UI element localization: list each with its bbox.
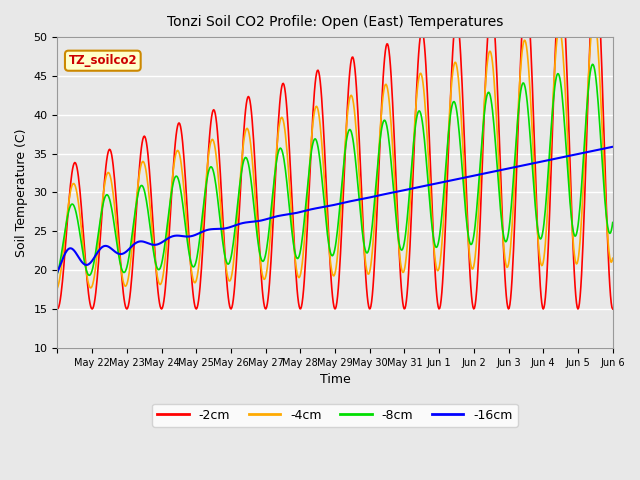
Line: -16cm: -16cm [58,147,612,272]
-16cm [424,182,431,188]
Y-axis label: Soil Temperature (C): Soil Temperature (C) [15,128,28,257]
-2cm [54,306,61,312]
-8cm [120,269,127,275]
-2cm [392,182,400,188]
-8cm [609,220,616,226]
Text: TZ_soilco2: TZ_soilco2 [68,54,137,67]
-8cm [249,193,257,199]
-16cm [248,219,256,225]
-4cm [119,276,127,281]
X-axis label: Time: Time [319,373,351,386]
-8cm [85,273,93,278]
Legend: -2cm, -4cm, -8cm, -16cm: -2cm, -4cm, -8cm, -16cm [152,404,518,427]
-16cm [392,189,400,195]
-2cm [269,218,277,224]
-8cm [393,225,401,230]
-4cm [221,252,228,257]
-4cm [424,137,431,143]
-2cm [221,247,228,253]
-16cm [609,144,616,150]
-4cm [54,285,61,291]
-16cm [119,251,127,257]
Title: Tonzi Soil CO2 Profile: Open (East) Temperatures: Tonzi Soil CO2 Profile: Open (East) Temp… [167,15,503,29]
-4cm [609,255,616,261]
-2cm [424,90,431,96]
-4cm [248,156,256,162]
-4cm [590,15,598,21]
-8cm [589,61,596,67]
-4cm [269,193,277,199]
-8cm [270,180,278,185]
-8cm [424,180,432,186]
Line: -4cm: -4cm [58,18,612,288]
-16cm [221,226,228,231]
-16cm [269,215,277,220]
Line: -2cm: -2cm [58,0,612,309]
-4cm [392,205,400,211]
-16cm [54,269,61,275]
-2cm [609,306,616,312]
-8cm [54,271,61,276]
Line: -8cm: -8cm [58,64,612,276]
-8cm [221,255,229,261]
-2cm [119,283,127,288]
-2cm [248,118,256,123]
